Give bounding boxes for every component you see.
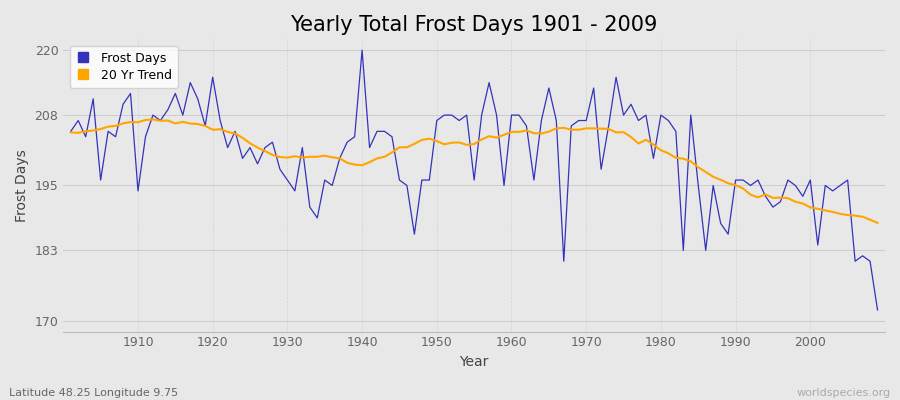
Frost Days (66, 129, 77, 134)
Y-axis label: Frost Days: Frost Days (15, 149, 29, 222)
Line: Frost Days: Frost Days (71, 50, 878, 310)
Frost Days (356, 48, 367, 52)
20 Yr Trend (125, 120, 136, 124)
Frost Days (334, 156, 345, 161)
Frost Days (290, 188, 301, 193)
20 Yr Trend (514, 130, 525, 134)
20 Yr Trend (148, 117, 158, 122)
20 Yr Trend (603, 126, 614, 131)
Frost Days (125, 91, 136, 96)
Text: Latitude 48.25 Longitude 9.75: Latitude 48.25 Longitude 9.75 (9, 388, 178, 398)
20 Yr Trend (506, 130, 517, 134)
Title: Yearly Total Frost Days 1901 - 2009: Yearly Total Frost Days 1901 - 2009 (291, 15, 658, 35)
Legend: Frost Days, 20 Yr Trend: Frost Days, 20 Yr Trend (69, 46, 178, 88)
20 Yr Trend (66, 130, 77, 135)
Frost Days (514, 113, 525, 118)
Frost Days (872, 308, 883, 312)
20 Yr Trend (872, 220, 883, 225)
Frost Days (603, 124, 614, 128)
X-axis label: Year: Year (460, 355, 489, 369)
Text: worldspecies.org: worldspecies.org (796, 388, 891, 398)
20 Yr Trend (297, 155, 308, 160)
20 Yr Trend (342, 160, 353, 165)
Line: 20 Yr Trend: 20 Yr Trend (71, 120, 878, 223)
Frost Days (506, 113, 517, 118)
